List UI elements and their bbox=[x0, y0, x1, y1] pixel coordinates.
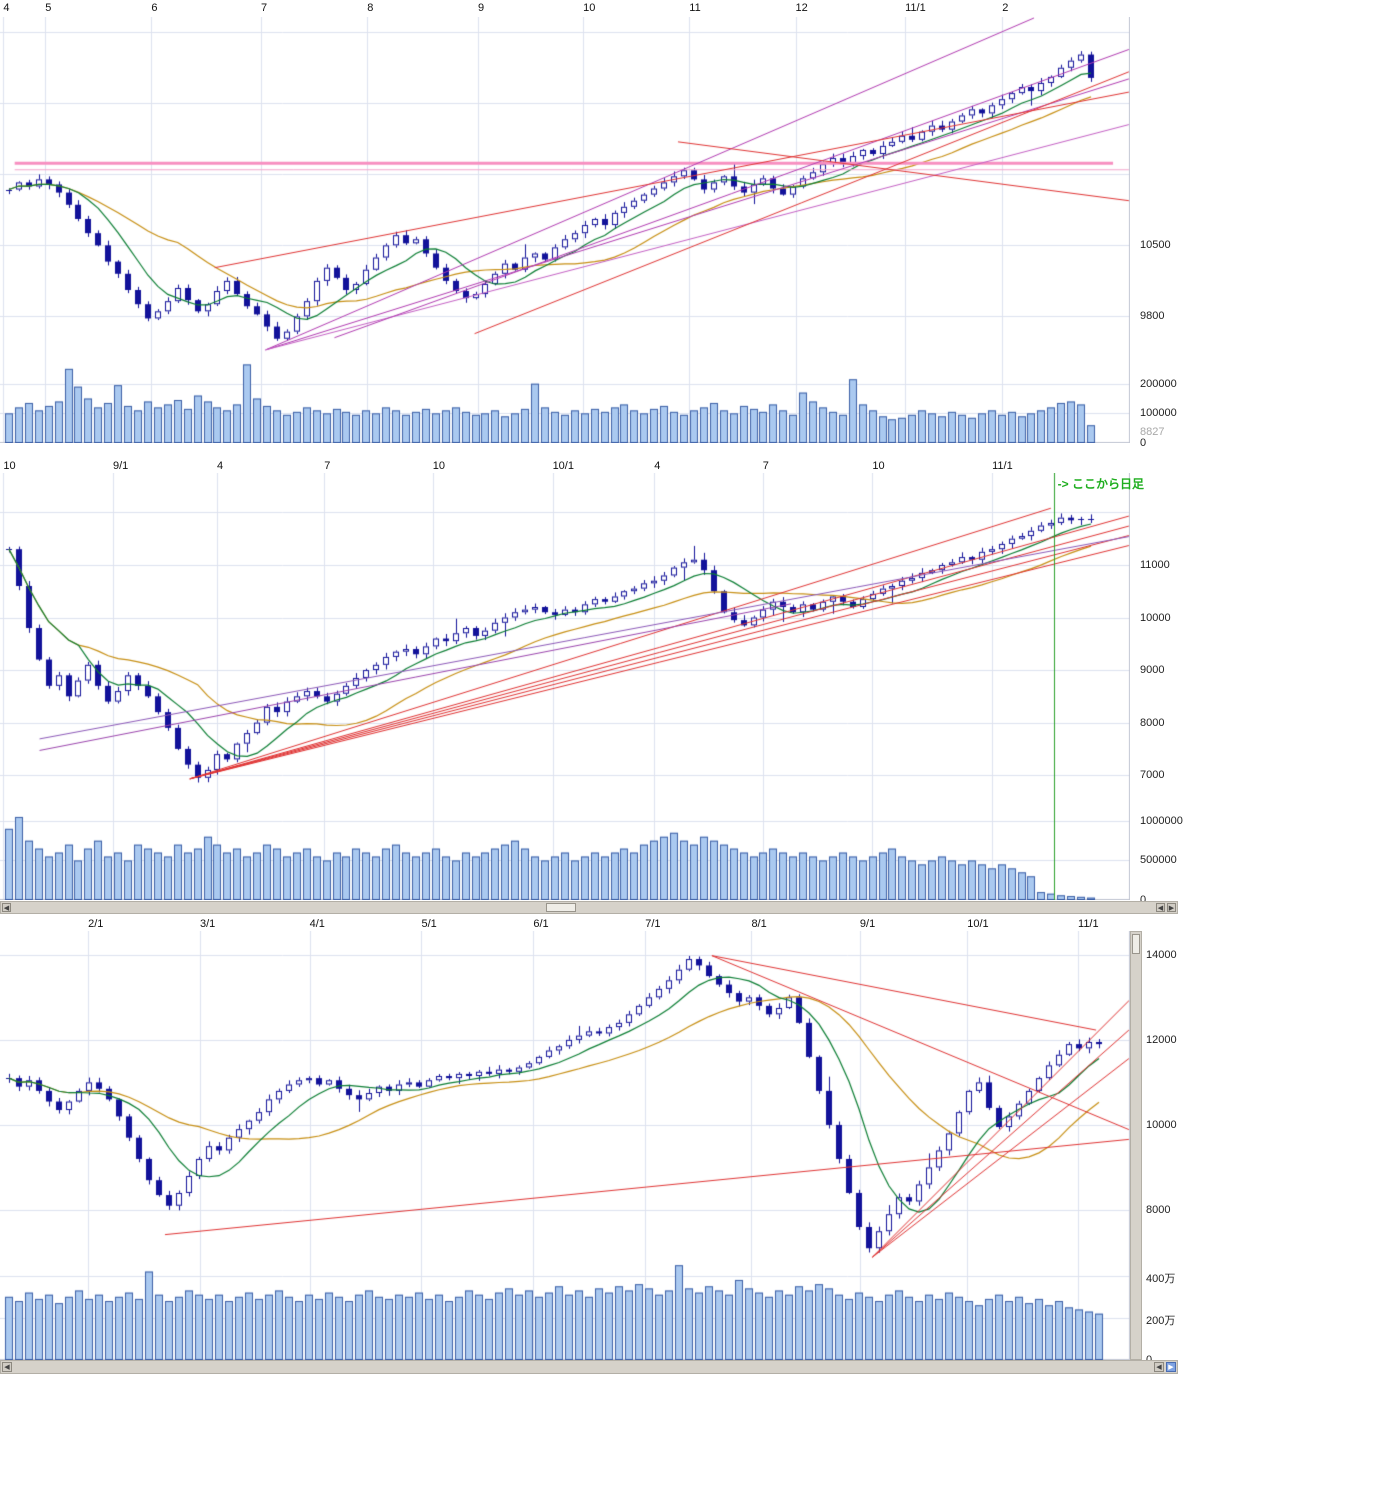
x-axis-label: 2/1 bbox=[88, 918, 104, 930]
x-axis-label: 9/1 bbox=[113, 460, 129, 472]
price-axis-label: 8000 bbox=[1140, 716, 1165, 729]
volume-axis-label: 200万 bbox=[1146, 1314, 1176, 1327]
scrollbar-thumb[interactable] bbox=[546, 903, 576, 912]
x-axis-label: 5/1 bbox=[421, 918, 437, 930]
scrollbar-button[interactable]: ◀ bbox=[2, 1362, 12, 1372]
volume-axis-label: 0 bbox=[1140, 437, 1147, 449]
x-axis-label: 7 bbox=[324, 460, 331, 472]
x-axis-label: 4 bbox=[654, 460, 661, 472]
price-axis-label: 9800 bbox=[1140, 310, 1165, 323]
annotation-daily-start: -> ここから日足 bbox=[1057, 477, 1145, 491]
x-axis-row: 10 9/1 4 7 10 10/1 4 7 10 11/1 bbox=[0, 458, 1396, 473]
x-axis-row: 4 5 6 7 8 9 10 11 12 11/1 2 bbox=[0, 0, 1396, 17]
scrollbar-button[interactable]: ◀ bbox=[1154, 1362, 1164, 1372]
horizontal-scrollbar-bottom[interactable]: ◀ ▶ ◀ bbox=[0, 1360, 1178, 1374]
volume-last-value: 8827 bbox=[1140, 426, 1165, 438]
candlestick-chart-canvas[interactable] bbox=[0, 931, 1130, 1360]
x-axis-label: 9 bbox=[477, 2, 485, 14]
x-axis-label: 8/1 bbox=[751, 918, 767, 930]
x-axis-label: 8 bbox=[367, 2, 374, 14]
x-axis-label: 9/1 bbox=[859, 918, 876, 930]
price-axis-label: 9000 bbox=[1140, 664, 1165, 677]
x-axis-label: 4/1 bbox=[309, 918, 325, 930]
price-axis-label: 11000 bbox=[1140, 558, 1170, 571]
scrollbar-button[interactable]: ◀ bbox=[1156, 903, 1165, 912]
x-axis-label: 11 bbox=[689, 2, 701, 14]
candlestick-chart-canvas[interactable] bbox=[0, 17, 1130, 443]
x-axis-label: 10 bbox=[432, 460, 446, 472]
price-axis-label: 8000 bbox=[1146, 1203, 1171, 1216]
x-axis-label: 4 bbox=[216, 460, 224, 472]
x-axis-label: 6 bbox=[151, 2, 158, 14]
candlestick-chart-canvas[interactable] bbox=[0, 473, 1130, 900]
x-axis-label: 7 bbox=[261, 2, 268, 14]
x-axis-label: 11/1 bbox=[992, 460, 1013, 472]
volume-axis-label: 0 bbox=[1140, 894, 1147, 906]
price-axis-label: 10000 bbox=[1146, 1118, 1177, 1131]
x-axis-label: 7/1 bbox=[645, 918, 661, 930]
vertical-scrollbar-right[interactable] bbox=[1130, 931, 1142, 1360]
x-axis-label: 10/1 bbox=[552, 460, 574, 472]
scrollbar-button[interactable]: ◀ bbox=[2, 903, 11, 912]
chart-pane-1: 4 5 6 7 8 9 10 11 12 11/1 2 10500 9800 200000 100000 0 8… bbox=[0, 0, 1396, 449]
scrollbar-thumb[interactable] bbox=[1132, 934, 1140, 954]
price-axis-label: 14000 bbox=[1146, 948, 1177, 961]
chart-pane-2: 10 9/1 4 7 10 10/1 4 7 10 11/1 11000 10000 9000 8000 7… bbox=[0, 458, 1396, 906]
x-axis-label: 10 bbox=[872, 460, 885, 472]
volume-axis-label: 500000 bbox=[1140, 854, 1177, 867]
price-axis-label: 10000 bbox=[1140, 611, 1171, 624]
x-axis-label: 3/1 bbox=[200, 918, 216, 930]
volume-axis-label: 100000 bbox=[1140, 407, 1177, 420]
x-axis-label: 7 bbox=[762, 460, 769, 472]
x-axis-label: 5 bbox=[45, 2, 52, 14]
volume-axis-label: 1000000 bbox=[1140, 814, 1183, 827]
x-axis-label: 10 bbox=[3, 460, 16, 472]
x-axis-label: 11/1 bbox=[1078, 918, 1099, 930]
horizontal-scrollbar-middle[interactable]: ◀ ▶ ◀ bbox=[0, 901, 1178, 914]
price-axis-label: 7000 bbox=[1140, 769, 1165, 782]
volume-axis-label: 200000 bbox=[1140, 377, 1177, 390]
price-axis-label: 10500 bbox=[1140, 239, 1171, 252]
scrollbar-button[interactable]: ▶ bbox=[1166, 1362, 1176, 1372]
x-axis-label: 4 bbox=[3, 2, 10, 14]
x-axis-label: 2 bbox=[1002, 2, 1009, 14]
x-axis-label: 6/1 bbox=[533, 918, 549, 930]
x-axis-label: 10 bbox=[583, 2, 596, 14]
price-axis-label: 12000 bbox=[1146, 1033, 1177, 1046]
x-axis-row: 2/1 3/1 4/1 5/1 6/1 7/1 8/1 9/1 10/1 11/1 bbox=[0, 916, 1396, 931]
x-axis-label: 12 bbox=[795, 2, 808, 14]
scrollbar-button[interactable]: ▶ bbox=[1167, 903, 1176, 912]
x-axis-label: 11/1 bbox=[905, 2, 926, 14]
x-axis-label: 10/1 bbox=[967, 918, 989, 930]
volume-axis-label: 400万 bbox=[1146, 1272, 1176, 1285]
chart-pane-3: 2/1 3/1 4/1 5/1 6/1 7/1 8/1 9/1 10/1 11/1 14000 120… bbox=[0, 916, 1396, 1366]
